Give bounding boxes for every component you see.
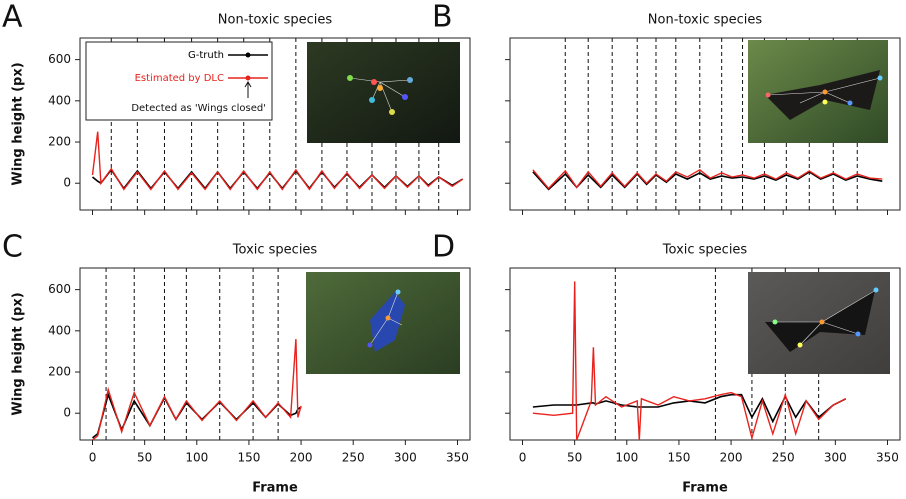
legend-dot (245, 75, 251, 81)
annotation-arrowhead (244, 81, 252, 88)
series-line (532, 281, 847, 440)
panel: B Non-toxic species (432, 0, 901, 215)
legend: G-truth Estimated by DLC Detected as 'Wing… (85, 41, 273, 121)
legend-dot (245, 52, 251, 58)
y-axis-label: Wing height (px) (11, 292, 26, 415)
x-tick-label: 50 (567, 451, 582, 465)
x-tick-label: 150 (667, 451, 690, 465)
x-tick-label: 250 (772, 451, 795, 465)
x-tick-label: 0 (519, 451, 527, 465)
x-axis-label: Frame (252, 481, 298, 496)
x-tick-label: 100 (615, 451, 638, 465)
x-tick-label: 300 (824, 451, 847, 465)
series-line (92, 339, 302, 440)
x-tick-label: 250 (342, 451, 365, 465)
legend-label: G-truth (188, 50, 224, 61)
x-tick-label: 350 (446, 451, 469, 465)
panel-title: Toxic species (662, 243, 748, 258)
photo-c (306, 272, 460, 374)
plot-frame (79, 37, 471, 211)
y-tick-label: 400 (48, 323, 71, 337)
y-tick-label: 200 (48, 365, 71, 379)
y-tick-label: 200 (48, 135, 71, 149)
x-tick-label: 100 (185, 451, 208, 465)
y-axis-label: Wing height (px) (11, 62, 26, 185)
series-line (92, 392, 302, 439)
x-tick-label: 350 (876, 451, 899, 465)
x-tick-label: 300 (394, 451, 417, 465)
legend-label: Estimated by DLC (135, 73, 224, 84)
series-line (91, 131, 464, 191)
x-tick-label: 200 (290, 451, 313, 465)
panel-letter: A (2, 0, 23, 35)
panel: D Toxic species Frame 0 50 100 150 200 250 300 350 (432, 230, 901, 496)
annotation: Detected as 'Wings closed' (131, 103, 266, 114)
panel-letter: C (2, 230, 23, 265)
y-tick-label: 600 (48, 52, 71, 66)
panel: A Non-toxic species Wing height (px) 0 200 40… (2, 0, 471, 215)
panel-title: Non-toxic species (218, 13, 333, 28)
series-line (532, 168, 883, 190)
photo-b (748, 40, 888, 143)
plot-frame (509, 267, 901, 441)
y-tick-label: 600 (48, 282, 71, 296)
panel-letter: D (432, 230, 455, 265)
x-tick-label: 200 (720, 451, 743, 465)
x-axis-label: Frame (682, 481, 728, 496)
x-tick-label: 150 (237, 451, 260, 465)
panel-title: Non-toxic species (648, 13, 763, 28)
y-tick-label: 0 (63, 176, 71, 190)
series-line (532, 393, 847, 424)
panel: C Toxic species Wing height (px) Frame 0 200 4… (2, 230, 471, 496)
photo-a (307, 42, 460, 143)
panel-letter: B (432, 0, 453, 35)
x-tick-label: 50 (137, 451, 152, 465)
plot-frame (509, 37, 901, 211)
x-tick-label: 0 (89, 451, 97, 465)
y-tick-label: 0 (63, 406, 71, 420)
y-tick-label: 400 (48, 93, 71, 107)
photo-d (748, 272, 890, 374)
panel-title: Toxic species (232, 243, 318, 258)
plot-frame (79, 267, 471, 441)
